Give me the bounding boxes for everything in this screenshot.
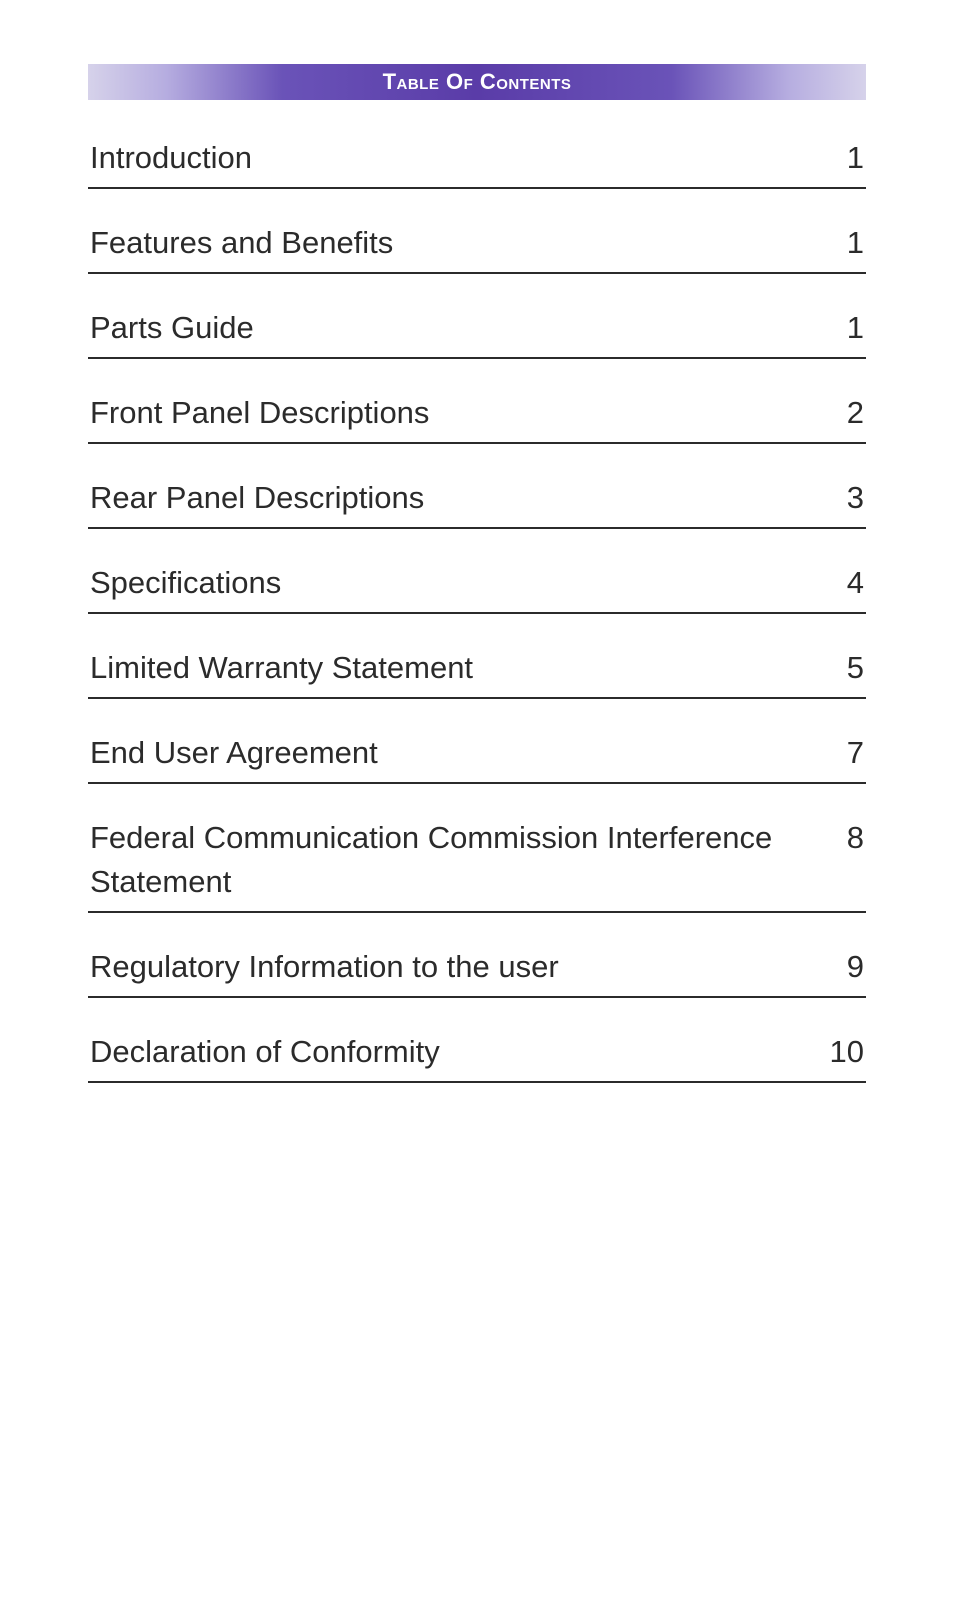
- toc-row: Rear Panel Descriptions 3: [88, 468, 866, 529]
- toc-row: Federal Communication Commission Interfe…: [88, 808, 866, 914]
- toc-entry-page: 1: [824, 221, 864, 266]
- toc-entry-page: 1: [824, 136, 864, 181]
- toc-entry-title: Specifications: [90, 561, 824, 606]
- toc-entry-title: Parts Guide: [90, 306, 824, 351]
- toc-row: Declaration of Conformity 10: [88, 1022, 866, 1083]
- toc-entry-title: Regulatory Information to the user: [90, 945, 824, 990]
- toc-entry-page: 2: [824, 391, 864, 436]
- toc-entry-title: Features and Benefits: [90, 221, 824, 266]
- toc-row: Features and Benefits 1: [88, 213, 866, 274]
- document-page: Table Of Contents Introduction 1 Feature…: [0, 0, 954, 1615]
- toc-entry-title: Introduction: [90, 136, 824, 181]
- toc-row: Front Panel Descriptions 2: [88, 383, 866, 444]
- toc-entry-page: 8: [824, 816, 864, 861]
- toc-row: Parts Guide 1: [88, 298, 866, 359]
- toc-entry-page: 9: [824, 945, 864, 990]
- toc-entry-page: 3: [824, 476, 864, 521]
- toc-header-title: Table Of Contents: [383, 69, 572, 95]
- toc-entry-title: End User Agreement: [90, 731, 824, 776]
- toc-entry-title: Limited Warranty Statement: [90, 646, 824, 691]
- toc-entry-page: 4: [824, 561, 864, 606]
- toc-row: End User Agreement 7: [88, 723, 866, 784]
- toc-entry-page: 7: [824, 731, 864, 776]
- toc-entry-page: 10: [824, 1030, 864, 1075]
- toc-list: Introduction 1 Features and Benefits 1 P…: [88, 128, 866, 1083]
- toc-row: Limited Warranty Statement 5: [88, 638, 866, 699]
- toc-entry-title: Federal Communication Commission Interfe…: [90, 816, 824, 906]
- toc-header-band: Table Of Contents: [88, 64, 866, 100]
- toc-entry-title: Declaration of Conformity: [90, 1030, 824, 1075]
- toc-entry-page: 5: [824, 646, 864, 691]
- toc-entry-title: Front Panel Descriptions: [90, 391, 824, 436]
- toc-entry-page: 1: [824, 306, 864, 351]
- toc-entry-title: Rear Panel Descriptions: [90, 476, 824, 521]
- toc-row: Introduction 1: [88, 128, 866, 189]
- toc-row: Regulatory Information to the user 9: [88, 937, 866, 998]
- toc-row: Specifications 4: [88, 553, 866, 614]
